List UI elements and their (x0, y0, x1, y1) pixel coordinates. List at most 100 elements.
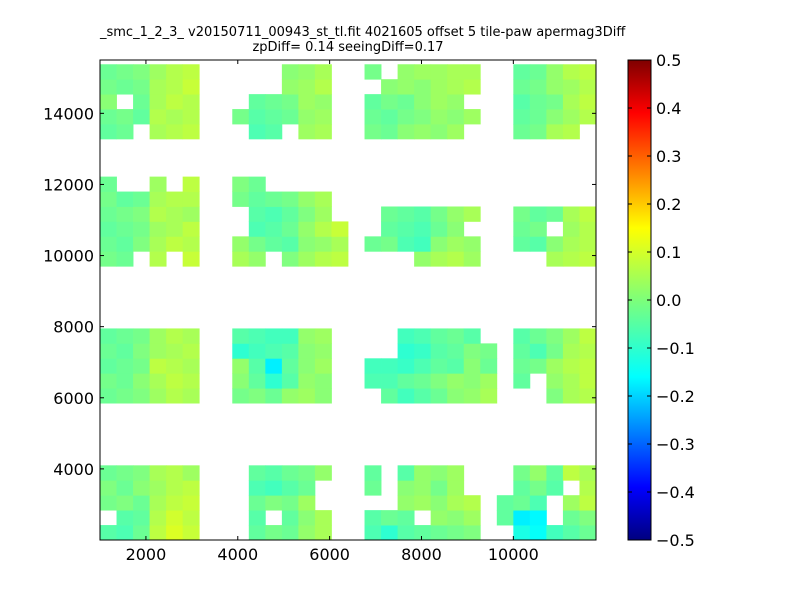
heatmap-cell (414, 251, 432, 267)
heatmap-cell (397, 328, 415, 344)
heatmap-cell (562, 328, 580, 344)
heatmap-cell (248, 343, 266, 359)
heatmap-cell (381, 206, 398, 222)
y-tick-label: 10000 (43, 247, 94, 266)
heatmap-cell (381, 79, 398, 95)
heatmap-cell (182, 206, 200, 222)
heatmap-cell (397, 236, 415, 252)
heatmap-cell (314, 510, 332, 526)
heatmap-cell (414, 79, 432, 95)
heatmap-cell (562, 221, 580, 237)
heatmap-cell (562, 373, 580, 389)
heatmap-cell (182, 480, 200, 496)
heatmap-cell (100, 525, 117, 541)
heatmap-cell (463, 525, 481, 541)
heatmap-cell (133, 206, 150, 222)
heatmap-cell (166, 64, 184, 80)
heatmap-cell (562, 236, 580, 252)
heatmap-cell (579, 388, 597, 404)
heatmap-cell (232, 109, 250, 125)
chart-subtitle: zpDiff= 0.14 seeingDiff=0.17 (252, 40, 444, 55)
heatmap-cell (480, 373, 498, 389)
heatmap-cell (430, 373, 448, 389)
heatmap-cell (463, 373, 481, 389)
heatmap-cell (248, 510, 266, 526)
heatmap-cell (579, 480, 597, 496)
heatmap-cell (298, 236, 316, 252)
y-tick-label: 4000 (53, 460, 94, 479)
heatmap-cell (397, 79, 415, 95)
heatmap-cell (298, 480, 316, 496)
heatmap-cell (430, 480, 448, 496)
heatmap-cell (447, 373, 465, 389)
heatmap-cell (166, 124, 184, 140)
heatmap-cell (182, 79, 200, 95)
heatmap-cell (579, 358, 597, 374)
heatmap-cell (364, 510, 382, 526)
heatmap-cell (430, 236, 448, 252)
colorbar-tick-label: −0.5 (656, 531, 695, 550)
heatmap-cell (182, 176, 200, 192)
heatmap-cell (463, 64, 481, 80)
heatmap-cell (414, 480, 432, 496)
heatmap-cell (166, 79, 184, 95)
heatmap-cell (447, 109, 465, 125)
heatmap-cell (463, 495, 481, 511)
heatmap-cell (281, 465, 299, 481)
heatmap-cell (463, 328, 481, 344)
colorbar-tick-label: 0.1 (656, 243, 681, 262)
heatmap-cell (579, 465, 597, 481)
heatmap-cell (100, 79, 117, 95)
heatmap-cell (579, 251, 597, 267)
heatmap-cell (281, 480, 299, 496)
heatmap-cell (265, 495, 283, 511)
heatmap-cell (430, 525, 448, 541)
heatmap-cell (529, 124, 547, 140)
heatmap-cell (182, 236, 200, 252)
heatmap-cell (414, 328, 432, 344)
heatmap-cell (430, 495, 448, 511)
heatmap-cell (364, 236, 382, 252)
heatmap-cell (447, 328, 465, 344)
heatmap-cell (166, 480, 184, 496)
heatmap-cell (381, 358, 398, 374)
heatmap-cell (364, 64, 382, 80)
heatmap-cell (182, 94, 200, 110)
y-tick-label: 12000 (43, 175, 94, 194)
heatmap-cell (546, 94, 564, 110)
colorbar: 0.5 0.4 0.3 0.2 0.1 0.0 −0.1 −0.2 −0.3 −0.4 −0.5 (627, 51, 695, 550)
heatmap-cell (414, 373, 432, 389)
colorbar-gradient (628, 60, 651, 540)
heatmap-cell (463, 109, 481, 125)
heatmap-cell (447, 94, 465, 110)
heatmap-cell (364, 525, 382, 541)
heatmap-cell (397, 525, 415, 541)
heatmap-cell (430, 358, 448, 374)
heatmap-cell (430, 388, 448, 404)
heatmap-cell (397, 206, 415, 222)
heatmap-cell (298, 191, 316, 207)
heatmap-cell (513, 328, 531, 344)
heatmap-cell (430, 328, 448, 344)
heatmap-cell (546, 343, 564, 359)
heatmap-cell (546, 79, 564, 95)
heatmap-cell (298, 64, 316, 80)
heatmap-cell (397, 358, 415, 374)
heatmap-cell (381, 510, 398, 526)
heatmap-cell (248, 480, 266, 496)
heatmap-cell (579, 206, 597, 222)
colorbar-tick-label: 0.5 (656, 51, 681, 70)
heatmap-cell (314, 206, 332, 222)
heatmap-cell (381, 236, 398, 252)
heatmap-cell (133, 94, 150, 110)
heatmap-cell (447, 388, 465, 404)
heatmap-cell (529, 221, 547, 237)
heatmap-cell (381, 525, 398, 541)
heatmap-cell (546, 206, 564, 222)
heatmap-cell (579, 109, 597, 125)
heatmap-cell (579, 236, 597, 252)
heatmap-cell (133, 64, 150, 80)
heatmap-cell (546, 64, 564, 80)
heatmap-cell (529, 465, 547, 481)
